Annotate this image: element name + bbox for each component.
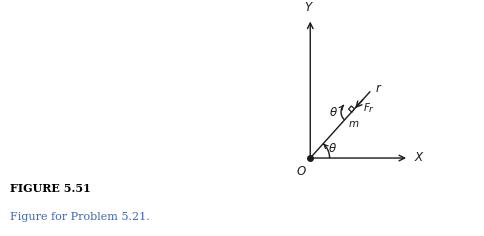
- Text: θ: θ: [329, 142, 336, 155]
- Text: r: r: [368, 105, 372, 114]
- Text: X: X: [415, 151, 423, 164]
- Text: m: m: [348, 119, 358, 129]
- Polygon shape: [348, 106, 355, 112]
- Text: r: r: [376, 81, 380, 94]
- Text: FIGURE 5.51: FIGURE 5.51: [10, 183, 91, 194]
- Text: Figure for Problem 5.21.: Figure for Problem 5.21.: [10, 212, 150, 222]
- Text: Y: Y: [305, 1, 312, 14]
- Text: θ: θ: [330, 106, 337, 119]
- Text: F: F: [364, 103, 370, 113]
- Text: O: O: [296, 165, 305, 178]
